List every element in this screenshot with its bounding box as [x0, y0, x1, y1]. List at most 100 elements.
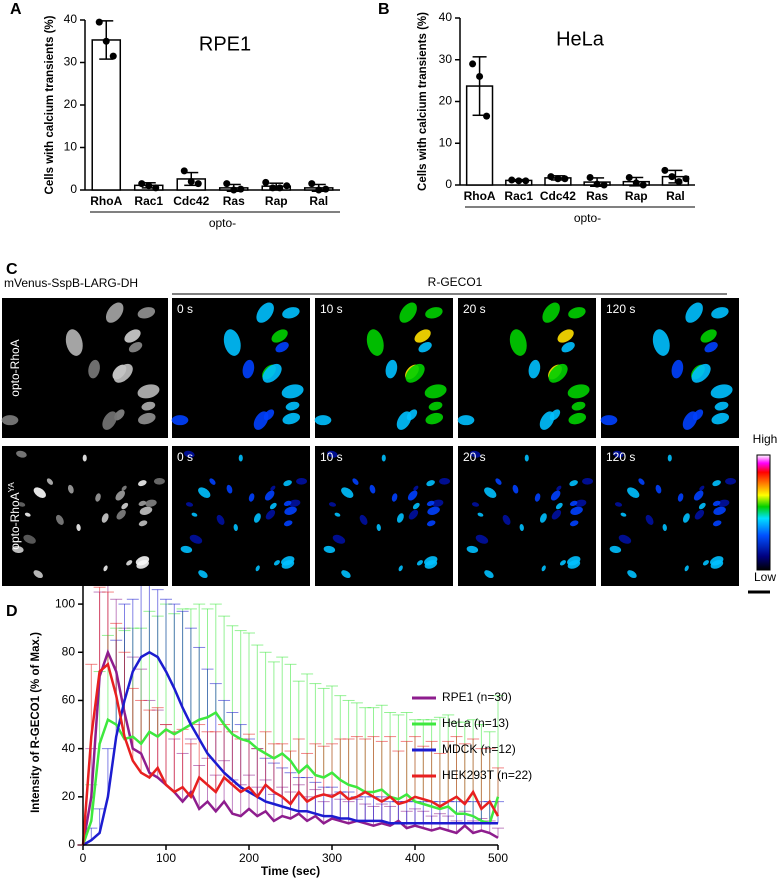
- panel-letter: B: [378, 1, 390, 18]
- data-point: [586, 173, 594, 181]
- cell: [95, 493, 101, 502]
- data-point: [237, 185, 245, 193]
- cell: [283, 480, 292, 487]
- cell: [439, 477, 451, 485]
- cell: [512, 484, 519, 494]
- cell: [396, 411, 412, 430]
- cell: [171, 415, 189, 426]
- data-point: [469, 60, 477, 68]
- cell: [65, 329, 83, 356]
- row-label-main: opto-RhoA: [8, 492, 22, 549]
- data-point: [547, 173, 555, 181]
- y-tick-label: 40: [439, 10, 453, 24]
- cell: [567, 384, 590, 399]
- cell: [638, 478, 645, 485]
- x-tick-label: 200: [239, 851, 259, 865]
- group-label: opto-: [574, 211, 601, 225]
- x-tick-label: Ras: [586, 189, 608, 203]
- channel-label: mVenus-SspB-LARG-DH: [4, 276, 138, 290]
- cell: [471, 502, 480, 507]
- cell: [571, 401, 586, 411]
- cell: [555, 502, 563, 510]
- cell: [233, 523, 238, 532]
- cell: [574, 499, 587, 507]
- series-line: [82, 650, 498, 847]
- legend-label: HeLa (n=13): [442, 716, 509, 730]
- cell: [46, 478, 54, 485]
- cell: [115, 490, 125, 501]
- cell: [141, 401, 156, 411]
- data-point: [138, 180, 146, 188]
- cell: [524, 454, 529, 462]
- chart-title: RPE1: [199, 33, 251, 55]
- cell: [702, 560, 709, 566]
- cell: [270, 485, 276, 491]
- cell: [385, 359, 398, 379]
- cell: [326, 450, 338, 458]
- x-axis-title: Time (sec): [261, 864, 320, 878]
- cell: [618, 534, 632, 544]
- cell: [620, 512, 627, 517]
- data-point: [515, 177, 523, 185]
- cell: [717, 499, 730, 507]
- x-tick-label: Cdc42: [173, 194, 209, 208]
- cell: [612, 450, 624, 458]
- cell: [283, 500, 292, 507]
- cell: [1, 415, 19, 426]
- cell: [262, 363, 282, 383]
- cell: [253, 513, 261, 523]
- x-tick-label: 0: [80, 851, 87, 865]
- y-tick-label: 40: [64, 12, 78, 26]
- cell: [323, 545, 336, 553]
- row-label: opto-RhoAYA: [7, 482, 22, 550]
- cell: [475, 534, 489, 544]
- cell: [269, 502, 277, 510]
- cell: [556, 485, 562, 491]
- cell: [569, 520, 579, 527]
- cell: [652, 329, 670, 356]
- x-tick-label: Ras: [223, 194, 245, 208]
- data-point: [668, 173, 676, 181]
- cell: [180, 545, 193, 553]
- cell: [33, 487, 46, 498]
- y-tick-label: 10: [64, 140, 78, 154]
- cell: [16, 450, 27, 458]
- cell: [550, 490, 561, 501]
- data-point: [632, 179, 640, 187]
- data-point: [522, 177, 530, 185]
- y-axis-title: Cells with calcium transients (%): [417, 12, 429, 191]
- cell: [282, 412, 301, 425]
- cell: [682, 411, 698, 430]
- cell: [413, 485, 419, 491]
- cell: [137, 384, 160, 399]
- cell: [283, 520, 293, 527]
- cell: [426, 480, 435, 487]
- y-tick-label: 0: [445, 177, 452, 191]
- cell: [376, 523, 381, 532]
- cell: [121, 485, 127, 491]
- data-point: [308, 180, 316, 188]
- cell: [425, 412, 444, 425]
- cell: [457, 415, 475, 426]
- data-point: [223, 180, 231, 188]
- x-tick-label: Ral: [666, 189, 685, 203]
- cell: [568, 307, 586, 319]
- cell: [264, 490, 275, 501]
- cell: [341, 487, 354, 498]
- cell: [138, 480, 147, 487]
- cell: [548, 363, 568, 383]
- cell: [82, 454, 87, 462]
- cell: [614, 502, 623, 507]
- cell: [484, 487, 497, 498]
- cell: [121, 502, 129, 510]
- cell: [698, 502, 706, 510]
- cell: [399, 302, 417, 323]
- cell: [398, 565, 403, 572]
- cell: [426, 520, 436, 527]
- cell: [145, 499, 157, 507]
- data-point: [152, 184, 160, 192]
- x-tick-label: Rap: [625, 189, 648, 203]
- cell: [113, 363, 133, 383]
- group-label: opto-: [209, 216, 236, 230]
